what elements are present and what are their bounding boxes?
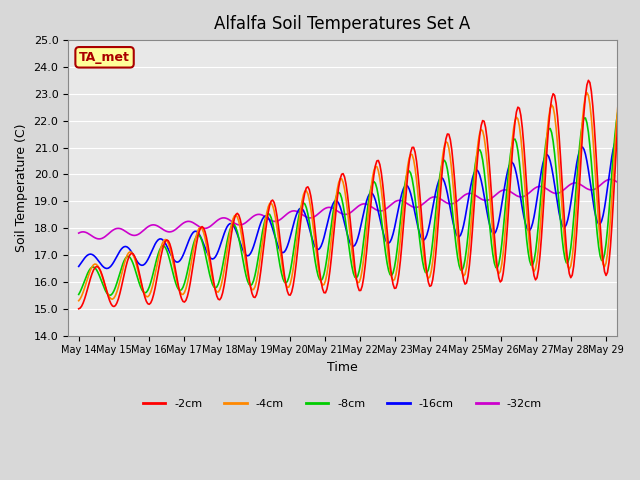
Legend: -2cm, -4cm, -8cm, -16cm, -32cm: -2cm, -4cm, -8cm, -16cm, -32cm [138,395,547,413]
X-axis label: Time: Time [327,361,358,374]
Title: Alfalfa Soil Temperatures Set A: Alfalfa Soil Temperatures Set A [214,15,470,33]
Y-axis label: Soil Temperature (C): Soil Temperature (C) [15,124,28,252]
Text: TA_met: TA_met [79,51,130,64]
